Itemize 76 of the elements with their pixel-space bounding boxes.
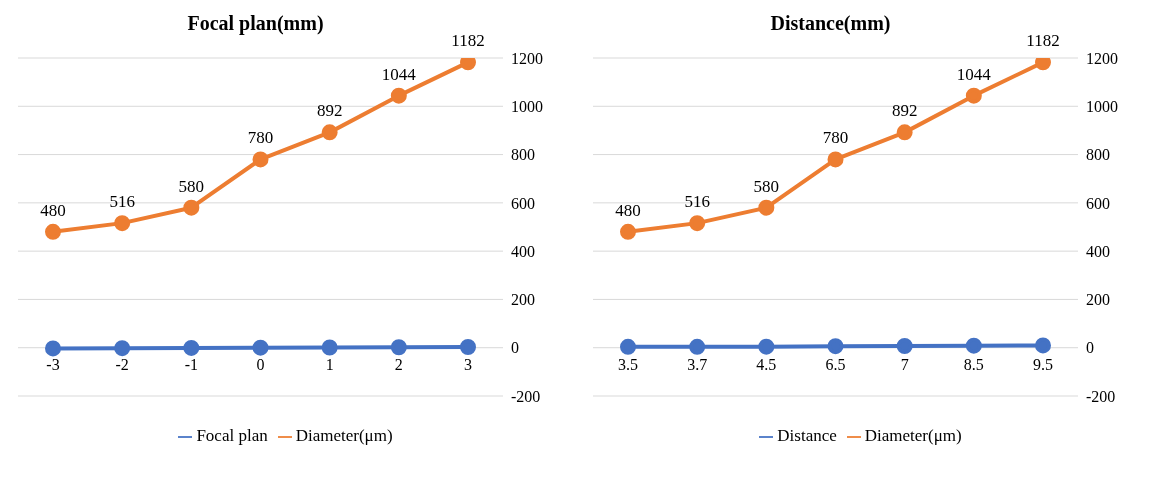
data-label: 480: [40, 200, 66, 220]
data-label: 892: [316, 101, 343, 121]
y-tick-label: -200: [511, 387, 541, 405]
y-tick-label: 400: [511, 242, 535, 260]
y-tick-label: 1000: [1086, 97, 1118, 115]
point: [689, 215, 706, 232]
point: [183, 339, 200, 356]
point: [758, 338, 775, 355]
y-tick-label: 1200: [511, 49, 543, 67]
point: [45, 223, 61, 240]
data-label: 480: [615, 200, 641, 220]
y-tick-label: 600: [1086, 194, 1110, 212]
x-tick-label: -3: [46, 355, 60, 373]
x-tick-label: 3.7: [687, 355, 708, 373]
y-tick-label: 600: [511, 194, 535, 212]
point: [114, 215, 131, 232]
y-tick-label: 1000: [511, 97, 543, 115]
point: [252, 339, 269, 356]
data-label: 516: [684, 192, 710, 212]
point: [183, 199, 200, 216]
data-label: 1044: [381, 64, 417, 84]
point: [965, 337, 982, 354]
y-tick-label: -200: [1086, 387, 1116, 405]
point: [620, 338, 636, 355]
point: [965, 87, 982, 104]
legend-label: Diameter(μm): [864, 426, 962, 445]
x-tick-label: 4.5: [756, 355, 777, 373]
legend-label: Focal plan: [196, 426, 268, 445]
x-tick-label: 3.5: [618, 355, 638, 373]
x-tick-label: 1: [325, 355, 334, 373]
legend-label: Diameter(μm): [295, 426, 393, 445]
y-tick-label: 200: [1086, 291, 1110, 309]
legend-label: Distance: [777, 426, 837, 445]
data-label: 892: [891, 101, 918, 121]
y-tick-label: 800: [511, 146, 535, 164]
data-label: 1182: [451, 31, 485, 51]
point: [114, 340, 131, 357]
x-tick-label: 2: [394, 355, 403, 373]
point: [460, 338, 476, 355]
x-tick-label: 3: [464, 355, 472, 373]
y-tick-label: 400: [1086, 242, 1110, 260]
data-label: 1182: [1026, 31, 1060, 51]
point: [321, 124, 338, 141]
point: [321, 339, 338, 356]
y-tick-label: 200: [511, 291, 535, 309]
point: [827, 338, 844, 355]
x-tick-label: 8.5: [963, 355, 984, 373]
x-tick-label: -2: [115, 355, 129, 373]
point: [390, 339, 407, 356]
point: [1035, 337, 1051, 354]
point: [45, 340, 61, 357]
point: [896, 338, 913, 355]
data-label: 1044: [956, 64, 992, 84]
point: [758, 199, 775, 216]
point: [390, 87, 407, 104]
data-label: 780: [822, 128, 849, 148]
x-tick-label: 6.5: [825, 355, 846, 373]
x-tick-label: 0: [256, 355, 265, 373]
y-tick-label: 0: [511, 339, 519, 357]
chart-title: Distance(mm): [770, 12, 891, 34]
x-tick-label: 9.5: [1033, 355, 1053, 373]
point: [896, 124, 913, 141]
data-label: 516: [109, 192, 135, 212]
data-label: 580: [178, 176, 205, 196]
y-tick-label: 0: [1086, 339, 1094, 357]
data-label: 780: [247, 128, 274, 148]
chart-title: Focal plan(mm): [187, 12, 324, 34]
y-tick-label: 1200: [1086, 49, 1118, 67]
x-tick-label: -1: [184, 355, 198, 373]
point: [689, 338, 706, 355]
point: [827, 151, 844, 168]
x-tick-label: 7: [900, 355, 909, 373]
y-tick-label: 800: [1086, 146, 1110, 164]
point: [620, 223, 636, 240]
data-label: 580: [753, 176, 780, 196]
point: [252, 151, 269, 168]
